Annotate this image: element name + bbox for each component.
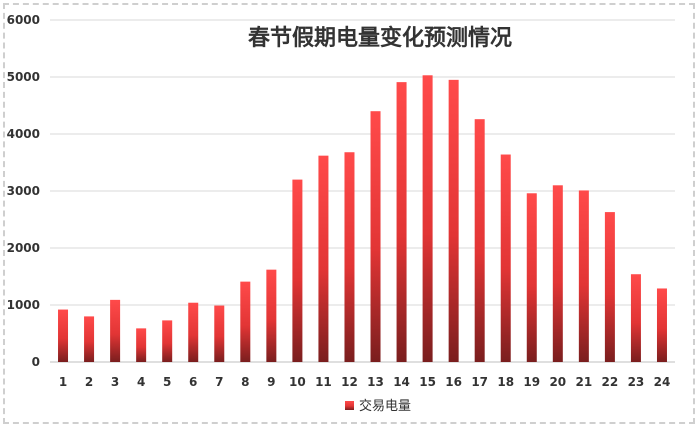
bar-22 [604, 212, 615, 362]
x-tick-label: 16 [445, 375, 462, 389]
x-tick-label: 22 [602, 375, 619, 389]
bar-7 [214, 305, 225, 362]
x-axis-ticks: 1 2 3 4 5 6 7 8 9 10 11 12 13 14 15 16 17 18 19 20 21 22 23 24 [59, 375, 670, 389]
bar-9 [266, 269, 277, 362]
bar-18 [500, 154, 511, 362]
y-tick-label: 6000 [7, 13, 40, 27]
bar-24 [656, 288, 667, 362]
x-tick-label: 1 [59, 375, 67, 389]
bar-23 [630, 274, 641, 362]
bar-13 [370, 111, 381, 362]
x-tick-label: 12 [341, 375, 358, 389]
bar-10 [292, 179, 303, 362]
y-tick-label: 2000 [7, 241, 40, 255]
x-tick-label: 5 [163, 375, 171, 389]
bar-5 [162, 320, 173, 362]
bars [58, 75, 667, 363]
x-tick-label: 8 [241, 375, 249, 389]
bar-14 [396, 82, 407, 362]
x-tick-label: 15 [419, 375, 436, 389]
bar-15 [422, 75, 433, 362]
y-axis-ticks: 0 1000 2000 3000 4000 5000 6000 [7, 13, 40, 369]
bar-6 [188, 302, 199, 362]
x-tick-label: 4 [137, 375, 145, 389]
chart-title: 春节假期电量变化预测情况 [248, 25, 512, 51]
x-tick-label: 7 [215, 375, 223, 389]
bar-12 [344, 152, 355, 362]
x-tick-label: 2 [85, 375, 93, 389]
bar-11 [318, 155, 329, 362]
bar-8 [240, 281, 251, 362]
legend[interactable]: 交易电量 [345, 398, 411, 414]
x-tick-label: 23 [628, 375, 645, 389]
gridlines [50, 19, 675, 363]
bar-20 [552, 185, 563, 362]
chart-frame [3, 3, 695, 424]
bar-2 [84, 316, 95, 362]
x-tick-label: 9 [267, 375, 275, 389]
bar-4 [136, 328, 147, 362]
bar-1 [58, 309, 69, 362]
bar-21 [578, 190, 589, 362]
bar-3 [110, 299, 121, 362]
x-tick-label: 6 [189, 375, 197, 389]
y-tick-label: 1000 [7, 298, 40, 312]
y-tick-label: 3000 [7, 184, 40, 198]
x-tick-label: 17 [471, 375, 488, 389]
x-tick-label: 3 [111, 375, 119, 389]
legend-swatch [345, 401, 354, 410]
x-tick-label: 18 [497, 375, 514, 389]
bar-17 [474, 119, 485, 363]
bar-16 [448, 79, 459, 362]
y-tick-label: 5000 [7, 70, 40, 84]
x-tick-label: 24 [654, 375, 671, 389]
x-tick-label: 11 [315, 375, 332, 389]
legend-label: 交易电量 [359, 398, 411, 414]
x-tick-label: 13 [367, 375, 384, 389]
x-tick-label: 21 [576, 375, 593, 389]
x-tick-label: 19 [523, 375, 540, 389]
x-tick-label: 20 [549, 375, 566, 389]
x-tick-label: 14 [393, 375, 410, 389]
bar-19 [526, 193, 537, 362]
y-tick-label: 4000 [7, 127, 40, 141]
x-tick-label: 10 [289, 375, 306, 389]
y-tick-label: 0 [32, 355, 40, 369]
